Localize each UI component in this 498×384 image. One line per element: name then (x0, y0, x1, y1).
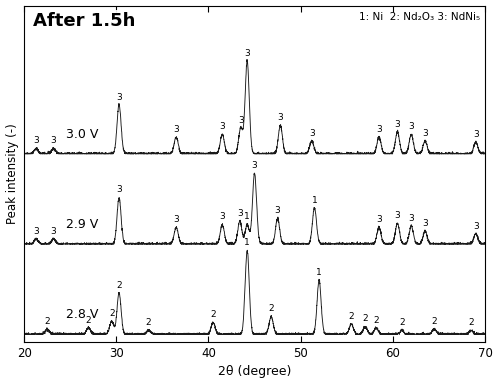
Text: 2.8 V: 2.8 V (66, 308, 98, 321)
Text: 3: 3 (33, 136, 39, 146)
Text: 2: 2 (363, 314, 368, 323)
Text: 2: 2 (349, 312, 354, 321)
Text: 3: 3 (422, 219, 428, 228)
Text: 3: 3 (408, 214, 414, 223)
Text: 1: 1 (245, 238, 250, 247)
Text: 3: 3 (408, 122, 414, 131)
Text: 3.0 V: 3.0 V (66, 128, 98, 141)
Text: 2: 2 (399, 318, 405, 327)
Text: 3: 3 (245, 49, 250, 58)
Text: 3: 3 (251, 161, 257, 170)
Text: 3: 3 (220, 212, 225, 222)
Text: 3: 3 (422, 129, 428, 138)
Text: 2: 2 (44, 317, 50, 326)
Text: 2: 2 (210, 311, 216, 319)
X-axis label: 2θ (degree): 2θ (degree) (218, 366, 291, 379)
Text: 3: 3 (238, 116, 244, 125)
Text: 1: 1 (245, 212, 250, 222)
Text: 1: 1 (312, 196, 317, 205)
Text: 3: 3 (277, 113, 283, 122)
Text: 2: 2 (374, 316, 379, 324)
Text: 3: 3 (376, 125, 382, 134)
Text: 2: 2 (268, 304, 274, 313)
Text: 3: 3 (376, 215, 382, 224)
Text: 2: 2 (146, 318, 151, 327)
Text: 3: 3 (116, 93, 122, 102)
Text: 3: 3 (116, 185, 122, 194)
Text: 3: 3 (309, 129, 315, 138)
Y-axis label: Peak intensity (-): Peak intensity (-) (5, 123, 18, 224)
Text: 3: 3 (33, 227, 39, 236)
Text: 1: 1 (316, 268, 322, 277)
Text: 3: 3 (473, 222, 479, 230)
Text: 3: 3 (51, 136, 56, 146)
Text: 3: 3 (173, 215, 179, 224)
Text: 3: 3 (237, 209, 243, 218)
Text: 2: 2 (431, 317, 437, 326)
Text: 1: Ni  2: Nd₂O₃ 3: NdNi₅: 1: Ni 2: Nd₂O₃ 3: NdNi₅ (359, 12, 481, 22)
Text: 3: 3 (275, 206, 280, 215)
Text: 3: 3 (394, 120, 400, 129)
Text: 2: 2 (86, 316, 92, 324)
Text: 3: 3 (51, 227, 56, 236)
Text: 2: 2 (468, 318, 474, 327)
Text: 3: 3 (220, 122, 225, 131)
Text: After 1.5h: After 1.5h (33, 12, 135, 30)
Text: 3: 3 (173, 125, 179, 134)
Text: 2.9 V: 2.9 V (66, 218, 98, 231)
Text: 3: 3 (473, 130, 479, 139)
Text: 3: 3 (394, 211, 400, 220)
Text: 2: 2 (109, 309, 115, 318)
Text: 2: 2 (116, 281, 122, 290)
